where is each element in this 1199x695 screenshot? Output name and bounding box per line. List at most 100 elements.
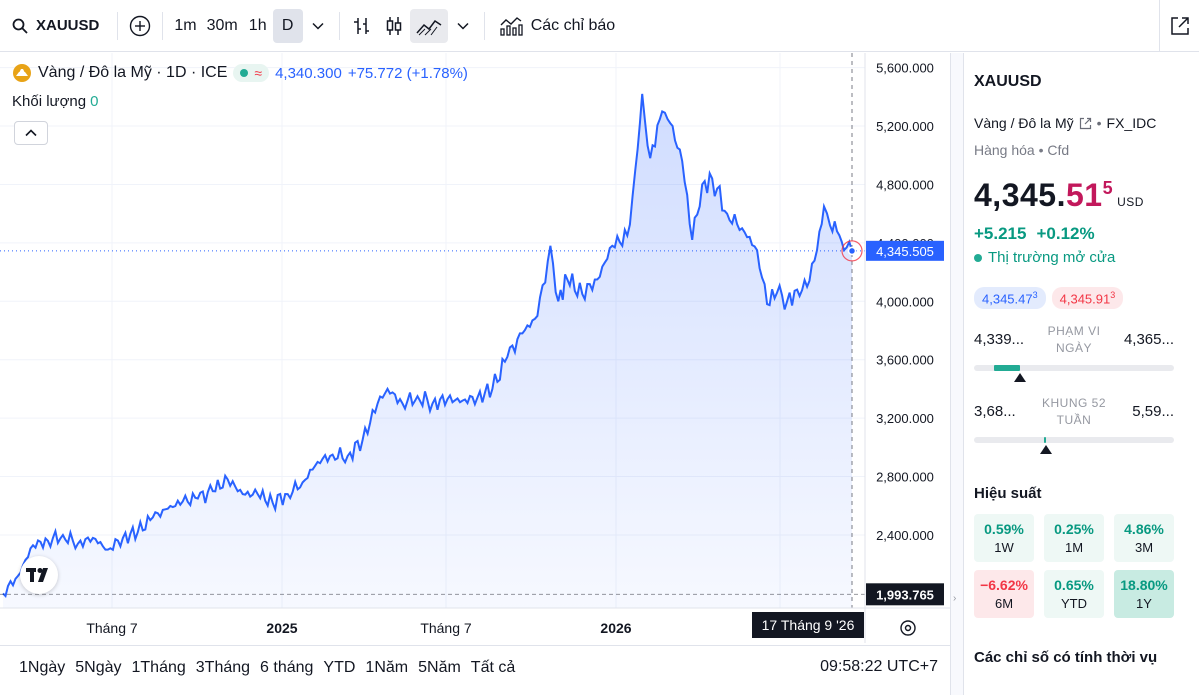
low-price-tag: 1,993.765 — [866, 583, 944, 606]
wave-icon: ≈ — [254, 65, 263, 81]
clock-timezone[interactable]: 09:58:22 UTC+7 — [820, 658, 938, 675]
price-currency: USD — [1117, 195, 1144, 209]
week52-range-track — [974, 437, 1174, 443]
performance-title: Hiệu suất — [974, 485, 1042, 502]
volume-label: Khối lượng — [12, 93, 87, 110]
price-main: 4,345. — [974, 177, 1066, 213]
perf-1w[interactable]: 0.59% 1W — [974, 514, 1034, 562]
perf-value: 18.80% — [1120, 577, 1168, 593]
panel-description-text[interactable]: Vàng / Đô la Mỹ — [974, 115, 1074, 131]
day-range-marker — [1014, 373, 1026, 382]
search-icon — [12, 18, 28, 34]
market-status[interactable]: Thị trường mở cửa — [974, 249, 1115, 266]
perf-value: 0.65% — [1054, 577, 1094, 593]
perf-label: 1M — [1064, 540, 1084, 555]
chart-settings-button[interactable] — [900, 620, 916, 636]
interval-1m[interactable]: 1m — [174, 16, 197, 34]
ask-value: 4,345.91 — [1059, 291, 1111, 307]
volume-legend: Khối lượng 0 — [12, 93, 98, 110]
perf-3m[interactable]: 4.86% 3M — [1114, 514, 1174, 562]
time-tick-label: 2025 — [266, 620, 297, 636]
price-tick-label: 5,200.000 — [876, 119, 934, 134]
market-status-badge[interactable]: ≈ — [233, 64, 270, 82]
interval-dropdown[interactable] — [303, 9, 333, 43]
performance-grid: 0.59% 1W 0.25% 1M 4.86% 3M −6.62% 6M 0.65% YT… — [974, 514, 1174, 618]
week52-range-fill — [1044, 437, 1046, 443]
perf-1y[interactable]: 18.80% 1Y — [1114, 570, 1174, 618]
symbol-search[interactable]: XAUUSD — [0, 0, 111, 52]
perf-value: 4.86% — [1124, 521, 1164, 537]
crosshair-time-tag: 17 Tháng 9 '26 — [752, 612, 864, 638]
date-range-bar: 1Ngày 5Ngày 1Tháng 3Tháng 6 tháng YTD 1N… — [0, 645, 950, 690]
panel-resize-handle[interactable]: › — [950, 53, 964, 695]
collapse-legend-button[interactable] — [14, 121, 48, 145]
area-chart-icon — [416, 19, 442, 35]
range-all[interactable]: Tất cả — [470, 659, 516, 676]
chart-type-dropdown[interactable] — [448, 9, 478, 43]
price-tick-label: 4,000.000 — [876, 294, 934, 309]
range-1m[interactable]: 1Tháng — [131, 659, 186, 676]
interval-1h[interactable]: 1h — [248, 16, 267, 34]
change-percent: +0.12% — [1036, 224, 1095, 243]
area-chart-button[interactable] — [409, 8, 448, 43]
perf-label: 6M — [994, 596, 1014, 611]
panel-subtype-text: Cfd — [1047, 142, 1070, 158]
week52-range-label: KHUNG 52 TUẦN — [1041, 396, 1107, 427]
perf-6m[interactable]: −6.62% 6M — [974, 570, 1034, 618]
price-tick-label: 2,400.000 — [876, 528, 934, 543]
chart-area[interactable]: Vàng / Đô la Mỹ · 1D · ICE ≈ 4,340.300 +… — [0, 53, 950, 643]
perf-value: −6.62% — [980, 577, 1028, 593]
range-ytd[interactable]: YTD — [323, 659, 356, 676]
week52-range-marker — [1040, 445, 1052, 454]
crosshair-time-label: 17 Tháng 9 '26 — [762, 617, 855, 633]
volume-value: 0 — [90, 93, 99, 110]
open-external-button[interactable] — [1159, 0, 1199, 52]
legend-change: +75.772 (+1.78%) — [347, 64, 468, 82]
range-3m[interactable]: 3Tháng — [195, 659, 251, 676]
price-line — [2, 93, 853, 598]
market-status-text: Thị trường mở cửa — [988, 249, 1116, 266]
plus-circle-icon — [130, 15, 151, 36]
candles-icon — [386, 16, 401, 35]
range-5y[interactable]: 5Năm — [418, 659, 461, 676]
day-range-high: 4,365... — [1123, 331, 1174, 348]
day-range-fill — [994, 365, 1020, 371]
panel-exchange[interactable]: FX_IDC — [1106, 115, 1157, 131]
week52-range-low: 3,68... — [974, 403, 1016, 420]
candle-chart-button[interactable] — [378, 9, 410, 43]
interval-d[interactable]: D — [272, 8, 303, 43]
perf-ytd[interactable]: 0.65% YTD — [1044, 570, 1104, 618]
gold-icon — [13, 64, 31, 82]
range-1y[interactable]: 1Năm — [365, 659, 409, 676]
chevron-right-icon: › — [953, 593, 957, 604]
price-last-digits: 51 — [1065, 177, 1103, 213]
perf-label: YTD — [1061, 596, 1087, 611]
last-price-ring — [841, 240, 863, 262]
panel-description: Vàng / Đô la Mỹ • FX_IDC — [974, 115, 1156, 131]
price-chart[interactable]: 5,600.0005,200.0004,800.0004,400.0004,00… — [0, 53, 950, 643]
price-superscript: 5 — [1102, 178, 1114, 198]
ask-pill: 4,345.913 — [1051, 287, 1124, 310]
range-6m[interactable]: 6 tháng — [260, 659, 314, 676]
bar-chart-button[interactable] — [346, 9, 378, 43]
tv-logo-icon — [26, 568, 48, 582]
change-absolute: +5.215 — [974, 224, 1027, 243]
perf-label: 3M — [1134, 540, 1154, 555]
range-5d[interactable]: 5Ngày — [75, 659, 122, 676]
perf-1m[interactable]: 0.25% 1M — [1044, 514, 1104, 562]
interval-30m[interactable]: 30m — [206, 16, 238, 34]
price-tick-label: 3,600.000 — [876, 353, 934, 368]
panel-symbol[interactable]: XAUUSD — [974, 73, 1042, 90]
range-1d[interactable]: 1Ngày — [19, 659, 66, 676]
external-link-icon[interactable] — [1079, 117, 1092, 130]
indicators-icon — [500, 16, 523, 36]
market-open-dot — [240, 69, 249, 77]
price-axis-labels: 5,600.0005,200.0004,800.0004,400.0004,00… — [876, 61, 934, 543]
indicators-button[interactable]: Các chỉ báo — [491, 15, 624, 37]
week52-range: 3,68... KHUNG 52 TUẦN 5,59... — [974, 393, 1174, 454]
perf-value: 0.59% — [984, 521, 1024, 537]
market-open-dot — [974, 253, 982, 262]
tradingview-logo[interactable] — [20, 556, 58, 594]
compare-button[interactable] — [124, 9, 156, 43]
perf-value: 0.25% — [1054, 521, 1094, 537]
